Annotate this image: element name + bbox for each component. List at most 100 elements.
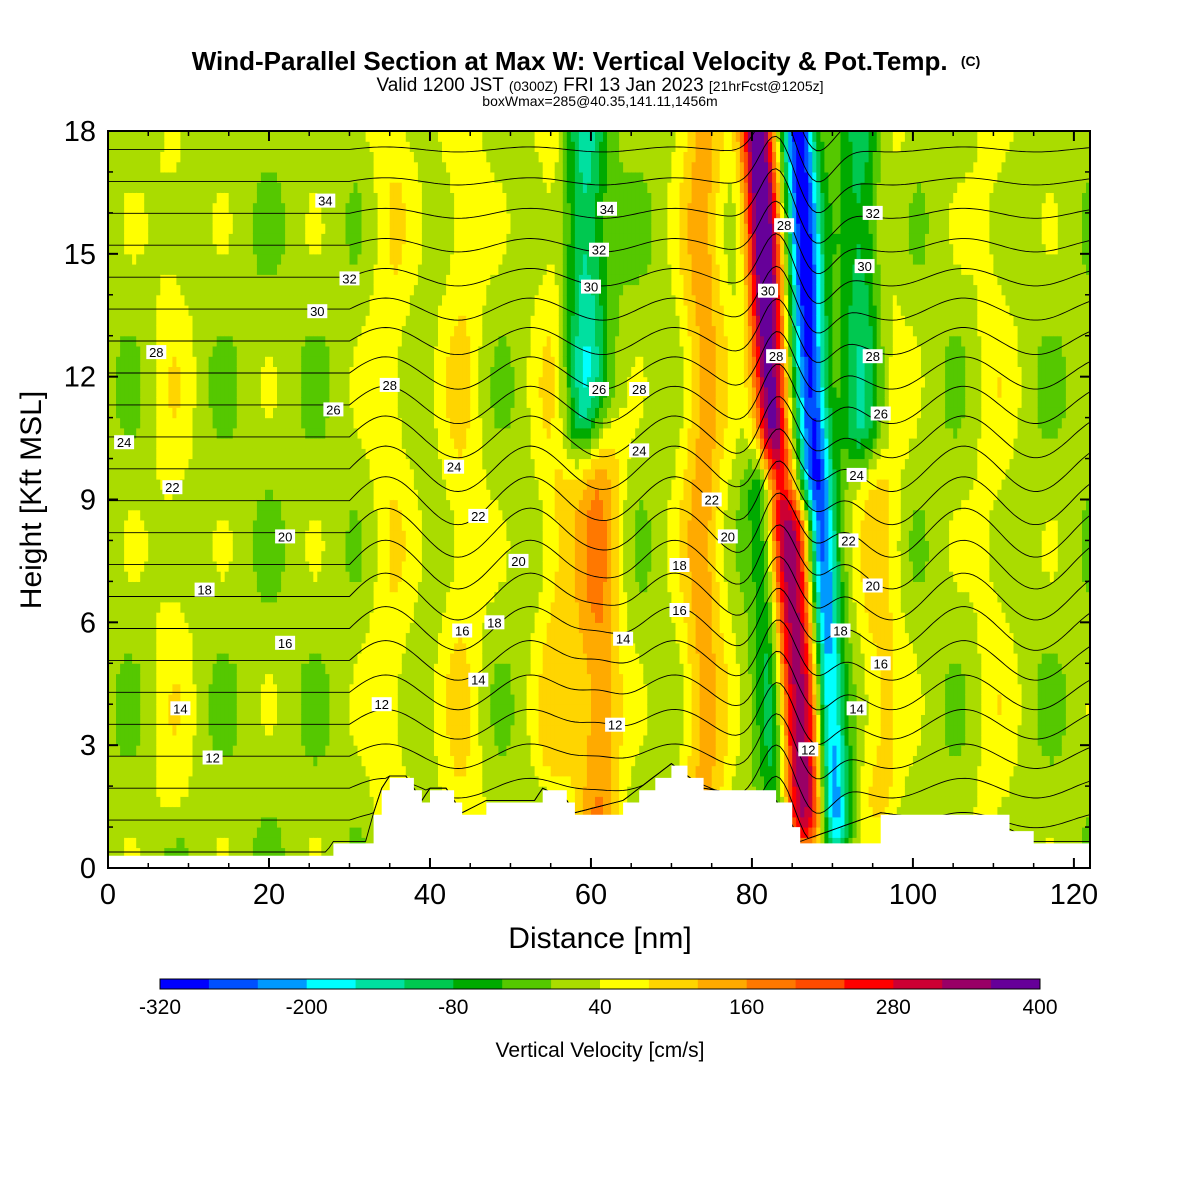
w-fill-cell <box>313 847 318 859</box>
w-fill-cell <box>180 212 185 224</box>
w-fill-cell <box>128 397 133 408</box>
w-fill-cell <box>200 724 206 736</box>
w-fill-cell <box>377 509 383 521</box>
w-fill-cell <box>108 520 113 531</box>
w-fill-cell <box>184 407 190 419</box>
w-fill-cell <box>184 550 190 562</box>
w-fill-cell <box>216 397 222 408</box>
w-fill-cell <box>132 847 137 859</box>
w-fill-cell <box>120 724 125 736</box>
w-fill-cell <box>252 131 258 142</box>
w-fill-cell <box>172 560 177 572</box>
w-fill-cell <box>192 847 198 859</box>
w-fill-cell <box>188 161 194 173</box>
w-fill-cell <box>309 202 314 214</box>
w-fill-cell <box>128 786 133 797</box>
w-fill-cell <box>172 642 177 654</box>
w-fill-cell <box>365 253 371 265</box>
w-fill-cell <box>164 141 169 152</box>
w-fill-cell <box>289 407 294 419</box>
w-fill-cell <box>281 356 286 367</box>
w-fill-cell <box>192 407 198 419</box>
w-fill-cell <box>120 479 125 490</box>
w-fill-cell <box>337 560 342 572</box>
w-fill-cell <box>285 694 290 705</box>
w-fill-cell <box>377 325 383 337</box>
w-fill-cell <box>357 724 363 736</box>
w-fill-cell <box>228 509 234 521</box>
w-fill-cell <box>321 509 326 521</box>
w-fill-cell <box>265 427 270 439</box>
w-fill-cell <box>297 755 302 767</box>
w-fill-cell <box>369 683 375 695</box>
w-fill-cell <box>200 264 206 275</box>
w-fill-cell <box>289 550 294 562</box>
w-fill-cell <box>321 386 326 398</box>
w-fill-cell <box>313 489 318 501</box>
w-fill-cell <box>196 212 202 224</box>
w-fill-cell <box>301 233 306 245</box>
w-fill-cell <box>373 632 379 644</box>
w-fill-cell <box>212 530 218 541</box>
w-fill-cell <box>353 253 359 265</box>
w-fill-cell <box>281 458 286 470</box>
w-fill-cell <box>140 683 145 695</box>
w-fill-cell <box>256 786 262 797</box>
w-fill-cell <box>273 438 278 449</box>
w-fill-cell <box>220 376 226 388</box>
w-fill-cell <box>260 243 266 255</box>
w-fill-cell <box>313 694 318 705</box>
w-fill-cell <box>232 448 238 460</box>
w-fill-cell <box>220 264 226 275</box>
w-fill-cell <box>269 683 274 695</box>
w-fill-cell <box>136 376 141 388</box>
w-fill-cell <box>273 233 278 245</box>
w-fill-cell <box>329 550 334 562</box>
w-fill-cell <box>164 397 169 408</box>
w-fill-cell <box>128 448 133 460</box>
w-fill-cell <box>140 253 145 265</box>
w-fill-cell <box>317 171 322 183</box>
w-fill-cell <box>297 417 302 429</box>
w-fill-cell <box>200 601 206 613</box>
w-fill-cell <box>325 325 330 337</box>
w-fill-cell <box>281 407 286 419</box>
w-fill-cell <box>124 479 129 490</box>
w-fill-cell <box>208 683 214 695</box>
w-fill-cell <box>148 366 153 378</box>
w-fill-cell <box>136 458 141 470</box>
w-fill-cell <box>321 734 326 746</box>
w-fill-cell <box>333 663 338 675</box>
w-fill-cell <box>305 202 310 214</box>
w-fill-cell <box>212 202 218 214</box>
w-fill-cell <box>120 520 125 531</box>
w-fill-cell <box>349 827 355 838</box>
w-fill-cell <box>244 161 250 173</box>
w-fill-cell <box>345 233 351 245</box>
w-fill-cell <box>345 468 351 480</box>
w-fill-cell <box>361 550 367 562</box>
w-fill-cell <box>224 775 230 787</box>
w-fill-cell <box>337 151 342 163</box>
w-fill-cell <box>224 683 230 695</box>
w-fill-cell <box>256 499 262 511</box>
w-fill-cell <box>273 468 278 480</box>
w-fill-cell <box>228 591 234 603</box>
w-fill-cell <box>208 427 214 439</box>
w-fill-cell <box>333 642 338 654</box>
w-fill-cell <box>200 612 206 623</box>
w-fill-cell <box>160 243 165 255</box>
w-fill-cell <box>265 745 270 756</box>
w-fill-cell <box>168 724 173 736</box>
w-fill-cell <box>337 212 342 224</box>
w-fill-cell <box>244 489 250 501</box>
w-fill-cell <box>361 407 367 419</box>
w-fill-cell <box>373 489 379 501</box>
w-fill-cell <box>124 734 129 746</box>
w-fill-cell <box>164 458 169 470</box>
w-fill-cell <box>232 479 238 490</box>
w-fill-cell <box>152 520 157 531</box>
w-fill-cell <box>216 346 222 357</box>
w-fill-cell <box>124 755 129 767</box>
w-fill-cell <box>228 642 234 654</box>
